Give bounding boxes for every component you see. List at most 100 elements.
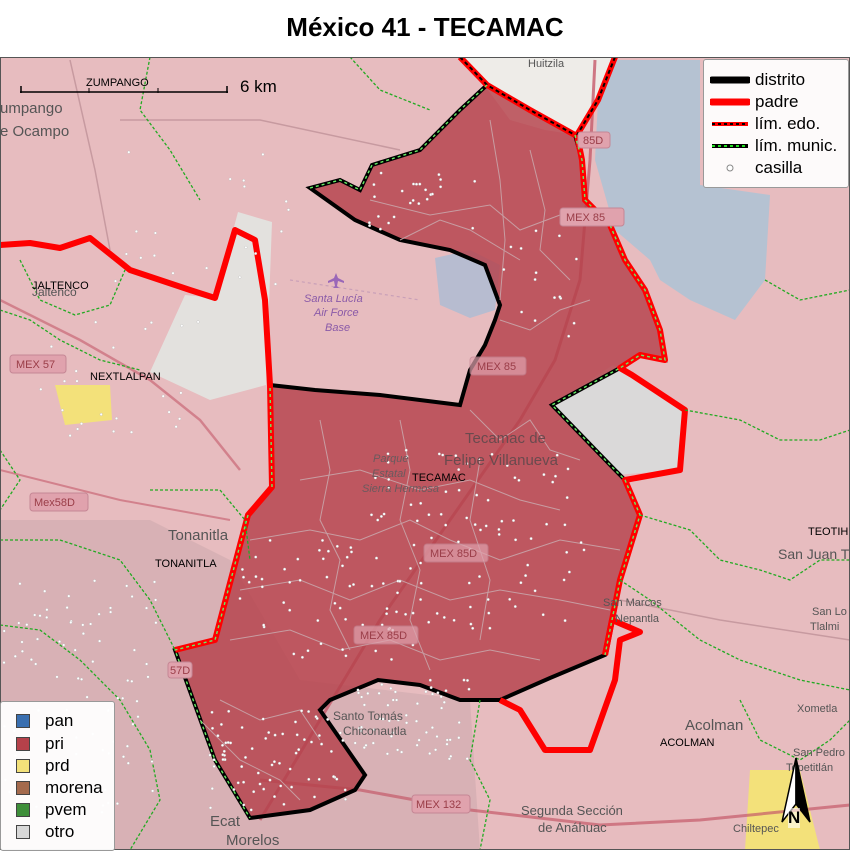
shield-mex57-bg — [9, 354, 67, 374]
red-line-icon — [710, 98, 750, 106]
casilla-dot — [457, 721, 461, 724]
shield-57d-bg — [167, 661, 193, 679]
label-jaltenco-town: Jaltenco — [32, 285, 77, 299]
casilla-dot — [520, 310, 524, 314]
muni-label-nextlalpan: NEXTLALPAN — [90, 371, 161, 383]
casilla-dot — [465, 757, 469, 761]
casilla-dot — [260, 577, 264, 581]
casilla-dot — [242, 575, 245, 579]
casilla-dot — [509, 245, 513, 249]
muni-label-tecamac: TECAMAC — [412, 472, 466, 484]
casilla-dot — [428, 678, 432, 682]
casilla-dot — [395, 698, 399, 702]
label-ecatepec-2: Morelos — [226, 832, 279, 849]
label-parque-2: Estatal — [372, 468, 406, 480]
map-canvas[interactable]: Huitzila umpango e Ocampo Jaltenco Santa… — [0, 57, 850, 850]
shield-mex85-a: MEX 85 — [566, 212, 605, 224]
casilla-dot — [288, 608, 292, 612]
casilla-dot — [445, 742, 449, 746]
casilla-dot — [381, 582, 385, 585]
casilla-dot — [75, 379, 79, 383]
casilla-dot — [62, 643, 66, 647]
casilla-dot — [326, 717, 330, 721]
casilla-dot — [387, 719, 391, 723]
casilla-dot — [338, 606, 342, 610]
casilla-dot — [567, 570, 571, 574]
casilla-dot — [572, 321, 576, 325]
muni-label-acolman: ACOLMAN — [660, 737, 714, 749]
casilla-dot — [236, 781, 240, 785]
pri-swatch — [16, 737, 30, 751]
casilla-dot — [415, 743, 419, 747]
casilla-dot — [370, 584, 374, 588]
road-58d — [0, 469, 231, 521]
pan-swatch — [16, 714, 30, 728]
casilla-dot — [344, 797, 347, 801]
casilla-dot — [167, 410, 171, 414]
casilla-dot — [439, 695, 443, 699]
casilla-dot — [456, 540, 460, 544]
casilla-dot — [153, 580, 156, 584]
casilla-dot — [357, 691, 360, 695]
casilla-dot — [387, 486, 391, 490]
casilla-dot — [145, 662, 149, 666]
casilla-dot — [20, 640, 24, 644]
casilla-dot — [320, 742, 324, 746]
casilla-dot — [126, 679, 130, 682]
casilla-dot — [396, 591, 399, 595]
casilla-dot — [367, 221, 371, 225]
casilla-dot — [13, 654, 17, 658]
casilla-dot — [288, 767, 292, 771]
casilla-dot — [264, 736, 268, 740]
casilla-dot — [411, 198, 415, 202]
casilla-dot — [409, 503, 413, 507]
casilla-dot — [362, 703, 366, 707]
casilla-dot — [479, 528, 482, 532]
casilla-dot — [376, 518, 380, 522]
casilla-dot — [279, 229, 283, 233]
legend-label: lím. munic. — [755, 136, 838, 155]
casilla-dot — [98, 639, 102, 643]
casilla-dot — [254, 555, 258, 559]
casilla-dot — [244, 755, 247, 759]
casilla-dot — [307, 710, 311, 713]
casilla-dot — [391, 698, 395, 702]
shield-mex85d-c-bg — [353, 625, 419, 645]
casilla-dot — [321, 557, 325, 561]
casilla-dot — [210, 787, 214, 791]
label-chiltepec: Chiltepec — [733, 823, 779, 835]
casilla-dot — [473, 523, 477, 527]
casilla-dot — [372, 728, 376, 732]
casilla-dot — [121, 696, 125, 700]
casilla-dot — [99, 412, 103, 416]
casilla-dot — [174, 425, 178, 429]
casilla-dot — [419, 581, 423, 585]
legend-label: pan — [45, 711, 74, 730]
casilla-dot — [287, 208, 290, 212]
casilla-dot — [65, 606, 69, 610]
label-tecamac-felipe-2: Felipe Villanueva — [444, 452, 559, 469]
casilla-dot — [221, 753, 225, 757]
casilla-dot — [341, 564, 344, 568]
casilla-dot — [325, 575, 329, 579]
casilla-dot — [447, 757, 451, 761]
casilla-dot — [256, 771, 260, 775]
casilla-dot — [435, 735, 439, 738]
casilla-dot — [419, 561, 423, 565]
casilla-dot — [387, 477, 391, 481]
casilla-dot — [250, 747, 254, 751]
casilla-dot — [34, 662, 38, 666]
casilla-dot — [385, 607, 389, 611]
casilla-dot — [180, 324, 184, 328]
casilla-dot — [364, 743, 368, 747]
casilla-dot — [444, 490, 448, 494]
casilla-dot — [411, 611, 415, 615]
casilla-dot — [375, 556, 378, 560]
casilla-dot — [313, 795, 316, 799]
legend-row-pan: pan — [1, 711, 114, 731]
parent-boundary — [0, 227, 643, 753]
casilla-dot — [467, 687, 471, 691]
prd-area — [55, 385, 112, 425]
casilla-dot — [282, 601, 286, 605]
casilla-dot — [341, 648, 345, 652]
